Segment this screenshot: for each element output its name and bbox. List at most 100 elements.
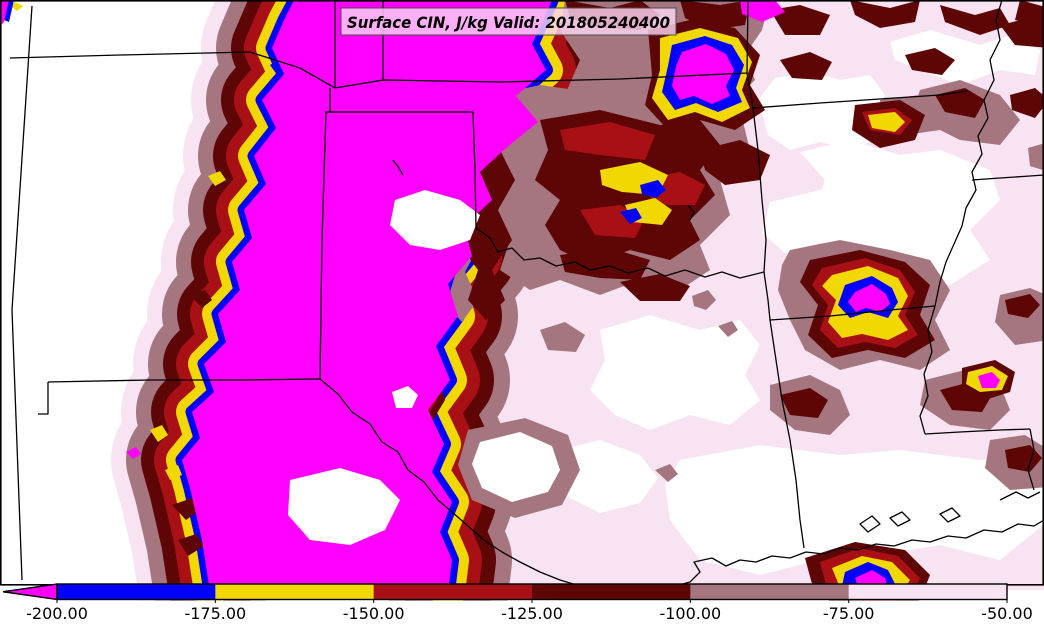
colorbar-tick-labels: -200.00 -175.00 -150.00 -125.00 -100.00 -75.0… [26,604,1033,623]
contour-region [288,468,400,545]
colorbar-segment [690,584,850,600]
map-title: Surface CIN, J/kg Valid: 201805240400 [347,13,670,32]
colorbar-ticks [56,599,1008,603]
state-border-line [889,511,911,527]
state-border-line [47,378,321,383]
state-border-line [11,5,33,581]
contour-region [770,5,830,35]
state-border-line [475,227,765,279]
colorbar-segment [373,584,533,600]
contour-region [1005,294,1040,318]
state-border-line [9,51,336,89]
state-border-line [999,491,1041,501]
state-border-line [752,107,767,273]
state-border-line [38,382,49,415]
colorbar: -200.00 -175.00 -150.00 -125.00 -100.00 -75.0… [2,583,1033,623]
contour-region [390,190,480,250]
contour-region [552,440,658,513]
contour-region [640,180,666,198]
colorbar-underflow-arrow [2,583,58,601]
contour-region [718,321,738,337]
contour-region [540,322,585,352]
colorbar-segments [57,584,1008,600]
colorbar-segment [215,584,375,600]
contour-region [978,372,1000,388]
contour-region [165,465,182,480]
contour-region [1005,445,1042,472]
state-border-line [752,90,969,109]
contour-region [208,171,226,186]
state-border-line [392,159,404,176]
state-border-line [746,72,754,109]
contour-region [740,0,785,22]
contour-region [560,248,650,280]
contour-region [850,0,920,28]
colorbar-tick-label: -75.00 [823,604,875,623]
state-border-line [924,428,1031,435]
state-border-line [647,519,1044,599]
colorbar-segment [848,584,1008,600]
contour-region [935,88,985,118]
contour-region [560,122,655,160]
contour-region [940,5,1010,35]
state-border-line [919,305,936,435]
contour-region [392,386,418,408]
colorbar-tick-label: -200.00 [26,604,88,623]
contour-region [1010,88,1044,118]
contour-region [700,140,770,185]
state-border-line [769,319,805,549]
contour-region [190,290,212,308]
contour-region [150,425,168,442]
state-border-line [939,507,961,523]
colorbar-tick-label: -175.00 [184,604,246,623]
state-border-line [971,174,1044,181]
title-box: Surface CIN, J/kg Valid: 201805240400 [340,7,677,36]
contour-region [780,52,832,80]
contour-region [620,274,690,301]
contour-region [172,498,200,520]
contour-region [868,112,905,132]
state-border-line [472,111,477,229]
contour-region [182,0,553,592]
state-border-line [334,72,748,89]
state-border-line [859,515,881,533]
contour-region [1028,143,1044,171]
colorbar-tick-label: -100.00 [659,604,721,623]
state-border-line [319,88,331,380]
state-borders [9,0,1044,599]
contour-region [1000,18,1044,48]
contour-region [4,0,14,22]
contour-region [692,290,716,310]
state-border-line [746,0,749,74]
colorbar-segment [57,584,216,600]
state-border-line [769,305,936,321]
contour-region [780,388,828,418]
colorbar-tick-label: -50.00 [981,604,1033,623]
contour-region [178,534,204,556]
figure-margin [0,600,1044,633]
colorbar-segment [532,584,691,600]
state-border-line [934,0,1003,307]
contour-region [905,48,955,75]
contour-region [11,2,23,11]
contour-region [848,284,890,312]
state-border-line [763,271,771,321]
title-box-background [340,7,677,36]
state-border-line [319,378,581,587]
contour-region [126,447,141,459]
contour-region [665,445,1044,575]
contour-region [762,190,878,253]
contour-region [472,432,560,502]
contour-region [620,208,642,224]
state-border-line [687,204,695,221]
colorbar-tick-label: -125.00 [501,604,563,623]
state-border-line [1027,428,1035,491]
contour-region [0,0,9,26]
colorbar-tick-label: -150.00 [343,604,405,623]
contour-region [590,315,760,430]
contour-region [672,44,734,104]
contour-region [655,464,678,482]
